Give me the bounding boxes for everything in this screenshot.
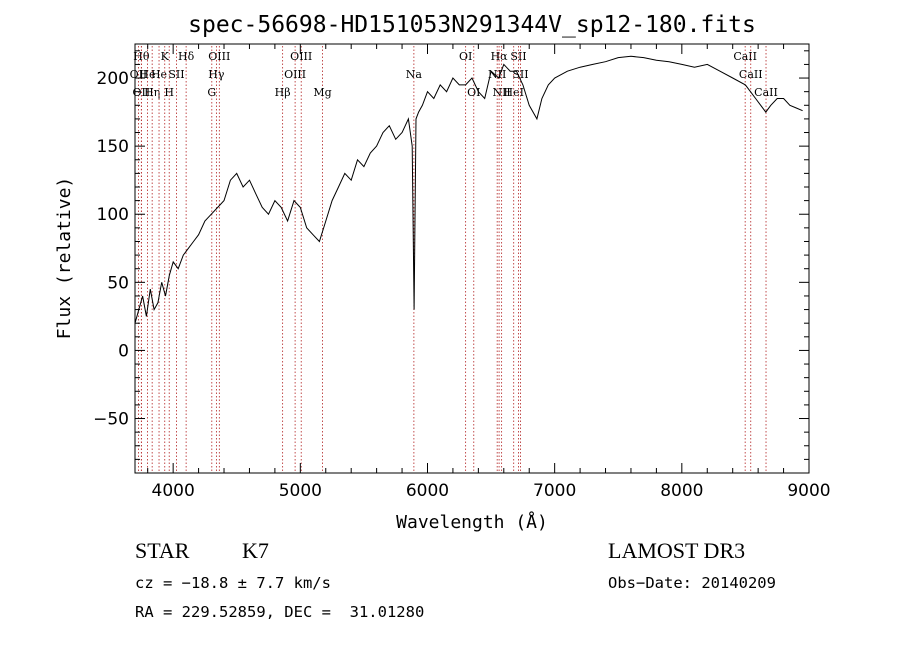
survey-name: LAMOST DR3 (608, 538, 746, 563)
subclass: K7 (242, 538, 269, 563)
sky-coordinates: RA = 229.52859, DEC = 31.01280 (135, 603, 425, 621)
x-tick-label: 8000 (660, 481, 703, 501)
x-tick-label: 6000 (406, 481, 449, 501)
y-tick-label: 150 (97, 137, 129, 157)
observation-date: Obs−Date: 20140209 (608, 574, 776, 592)
x-tick-label: 7000 (533, 481, 576, 501)
x-tick-label: 5000 (279, 481, 322, 501)
line-marker-label: OIII (284, 68, 306, 81)
line-marker-label: OIII (290, 50, 312, 63)
line-marker-label: Mg (313, 86, 331, 99)
line-marker-label: OI (459, 50, 472, 63)
x-axis-label: Wavelength (Å) (396, 511, 548, 533)
plot-frame (134, 43, 810, 474)
line-marker-label: Hβ (275, 86, 291, 99)
line-marker-label: Na (406, 68, 423, 81)
chart-title: spec-56698-HD151053N291344V_sp12-180.fit… (188, 12, 756, 38)
line-marker-label: Hη (144, 86, 160, 99)
x-tick-label: 9000 (787, 481, 830, 501)
line-marker-label: Hα (491, 50, 509, 63)
spectrum-line (134, 55, 803, 324)
y-tick-label: −50 (93, 410, 129, 430)
line-marker-label: SII (510, 50, 526, 63)
line-marker-label: CaII (739, 68, 763, 81)
y-tick-label: 100 (97, 205, 129, 225)
line-marker-label: OII (132, 86, 150, 99)
line-marker-label: He (151, 68, 167, 81)
line-marker-label: NII (492, 86, 510, 99)
y-tick-label: 0 (118, 341, 129, 361)
line-marker-label: Hγ (208, 68, 225, 81)
line-marker-group: HθOIIOIIHeHηHeKHSIIHδGHγOIIIHβOIIIOIIIMg… (130, 46, 778, 473)
line-marker-label: HeI (503, 86, 523, 99)
x-axis-ticks: 4000 5000 6000 7000 8000 9000 (147, 44, 831, 501)
line-marker-label: CaII (733, 50, 757, 63)
line-marker-label: SII (168, 68, 184, 81)
y-tick-label: 50 (107, 273, 129, 293)
line-marker-label: H (164, 86, 174, 99)
y-tick-label: 200 (97, 69, 129, 89)
line-marker-label: CaII (754, 86, 778, 99)
redshift-velocity: cz = −18.8 ± 7.7 km/s (135, 574, 331, 592)
line-marker-label: G (207, 86, 216, 99)
line-marker-label: K (161, 50, 170, 63)
line-marker-label: OIII (208, 50, 230, 63)
y-axis-ticks: −50 0 50 100 150 200 (93, 50, 809, 474)
y-axis-label: Flux (relative) (54, 177, 75, 340)
object-class: STAR (135, 538, 190, 563)
line-marker-label: Hδ (178, 50, 195, 63)
x-tick-label: 4000 (152, 481, 195, 501)
